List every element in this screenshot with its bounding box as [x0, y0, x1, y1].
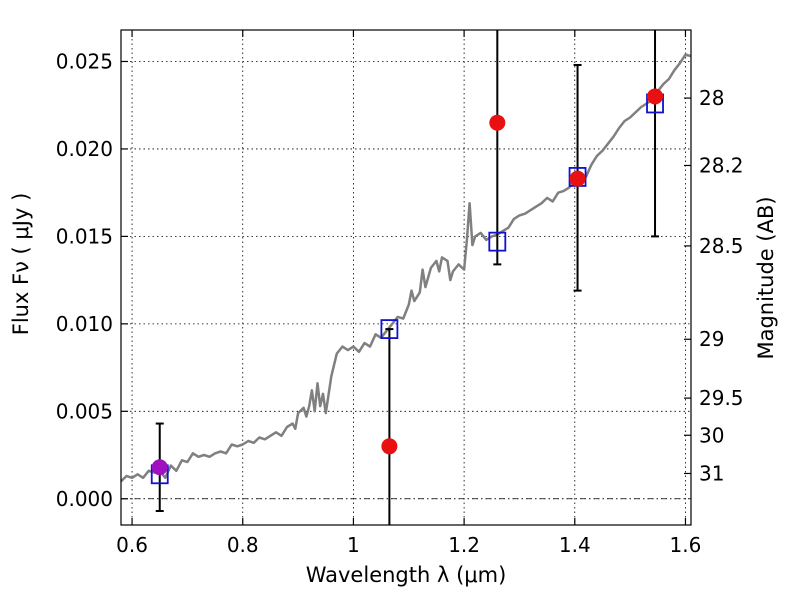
mag-tick-label: 28.5 — [699, 234, 744, 258]
x-tick-label: 0.8 — [227, 533, 259, 557]
y-axis-label: Flux Fν ( μJy ) — [9, 193, 33, 336]
observed-circle-marker — [569, 170, 586, 187]
mag-tick-label: 31 — [699, 461, 724, 485]
observed-markers — [151, 88, 664, 476]
y-tick-label: 0.025 — [56, 49, 113, 73]
mag-tick-label: 29.5 — [699, 386, 744, 410]
axes — [120, 29, 692, 526]
plot-frame — [120, 29, 692, 526]
y-tick-label: 0.010 — [56, 312, 113, 336]
x-axis-label: Wavelength λ (μm) — [306, 563, 507, 587]
tick-labels: 0.6 0.8 1 1.2 1.4 1.6 0.000 0.005 0.010 0.015 0.02… — [56, 49, 744, 557]
observed-circle-marker — [151, 459, 168, 476]
grid — [121, 30, 691, 525]
model-photometry-markers — [150, 93, 664, 485]
error-bars — [155, 30, 660, 525]
model-spectrum — [120, 53, 692, 483]
mag-tick-label: 29 — [699, 327, 724, 351]
observed-circle-marker — [647, 88, 664, 105]
y-axis-right-label: Magnitude (AB) — [754, 196, 778, 359]
x-tick-label: 1.2 — [448, 533, 480, 557]
y-tick-label: 0.015 — [56, 224, 113, 248]
spectrum-line — [120, 53, 692, 483]
y-tick-label: 0.020 — [56, 137, 113, 161]
model-square-marker — [380, 319, 399, 339]
x-tick-label: 1.6 — [670, 533, 702, 557]
x-tick-label: 1.4 — [559, 533, 591, 557]
x-tick-label: 1 — [347, 533, 360, 557]
mag-tick-label: 30 — [699, 423, 724, 447]
observed-circle-marker — [381, 438, 398, 455]
x-tick-label: 0.6 — [116, 533, 148, 557]
mag-tick-label: 28 — [699, 86, 724, 110]
mag-tick-label: 28.2 — [699, 153, 744, 177]
y-tick-label: 0.005 — [56, 399, 113, 423]
model-square-marker — [488, 231, 507, 252]
observed-circle-marker — [489, 114, 506, 131]
y-tick-label: 0.000 — [56, 487, 113, 511]
